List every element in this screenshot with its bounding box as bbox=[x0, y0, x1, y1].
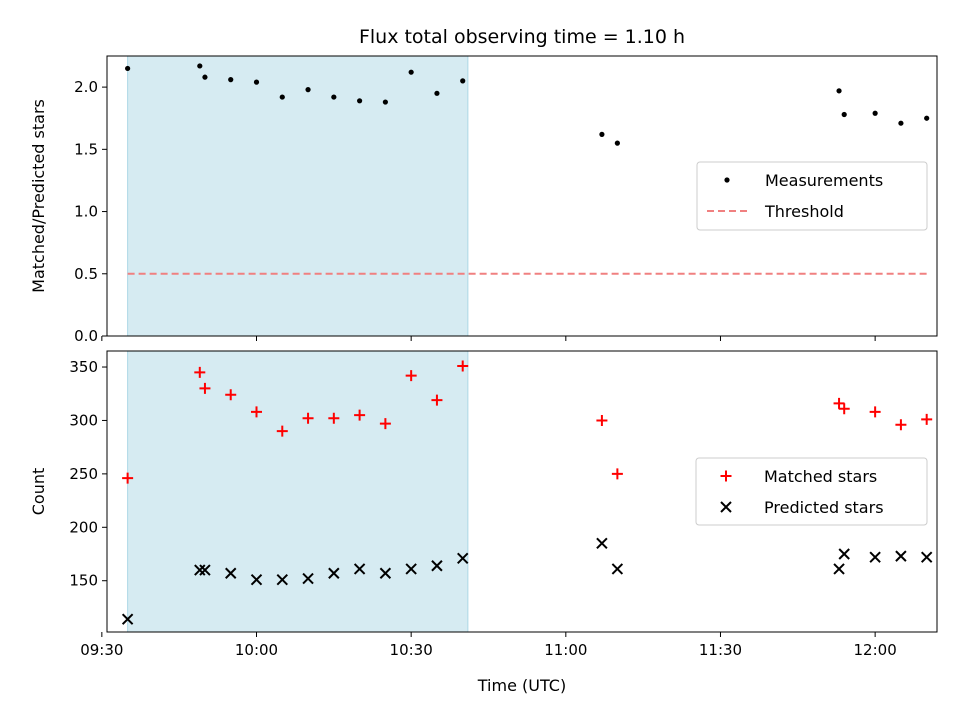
y-tick-label: 1.5 bbox=[74, 140, 98, 158]
predicted-stars-point-2 bbox=[199, 564, 211, 576]
measurements-point-19 bbox=[924, 115, 930, 121]
measurements-point-13 bbox=[599, 131, 605, 137]
matched-stars-point-10 bbox=[405, 370, 417, 382]
measurements-point-3 bbox=[228, 77, 234, 83]
matched-stars-point-18 bbox=[895, 419, 907, 431]
legend-measurements-label: Measurements bbox=[765, 171, 883, 190]
matched-stars-point-14 bbox=[611, 468, 623, 480]
measurements-point-17 bbox=[872, 110, 878, 116]
matched-stars-point-16 bbox=[838, 403, 850, 415]
matched-stars-point-6 bbox=[302, 412, 314, 424]
matched-stars-point-19 bbox=[921, 413, 933, 425]
legend-box bbox=[695, 457, 928, 526]
measurements-point-15 bbox=[836, 88, 842, 94]
y-tick-label: 2.0 bbox=[74, 78, 98, 96]
figure-title: Flux total observing time = 1.10 h bbox=[359, 26, 685, 48]
legend-measurements-swatch bbox=[724, 177, 730, 183]
legend-matched-stars-swatch bbox=[720, 470, 732, 482]
x-axis-label: Time (UTC) bbox=[477, 676, 566, 695]
matched-stars-point-0 bbox=[122, 472, 134, 484]
measurements-point-18 bbox=[898, 120, 904, 126]
shaded-region bbox=[127, 55, 469, 337]
matched-stars-point-3 bbox=[225, 389, 237, 401]
axes-frame bbox=[106, 55, 938, 337]
shaded-region bbox=[127, 350, 469, 633]
measurements-point-2 bbox=[202, 74, 208, 80]
predicted-stars-point-14 bbox=[611, 563, 624, 575]
x-tick-label: 10:00 bbox=[235, 641, 278, 659]
predicted-stars-point-10 bbox=[405, 563, 417, 575]
legend-threshold-label: Threshold bbox=[764, 202, 844, 221]
measurements-point-8 bbox=[357, 98, 363, 104]
predicted-stars-point-0 bbox=[121, 613, 134, 625]
measurements-point-16 bbox=[841, 111, 847, 118]
matched-stars-point-15 bbox=[833, 397, 845, 409]
predicted-stars-point-12 bbox=[457, 552, 469, 564]
predicted-stars-point-19 bbox=[920, 551, 933, 563]
y-tick-label: 150 bbox=[69, 572, 98, 590]
predicted-stars-point-13 bbox=[596, 537, 608, 550]
matched-stars-point-13 bbox=[596, 414, 608, 426]
legend-predicted-stars-swatch bbox=[720, 501, 732, 513]
axes-frame bbox=[106, 350, 938, 633]
matched-stars-point-4 bbox=[251, 406, 263, 418]
predicted-stars-point-9 bbox=[379, 567, 392, 579]
predicted-stars-point-17 bbox=[869, 551, 881, 563]
predicted-stars-point-11 bbox=[431, 560, 443, 572]
predicted-stars-point-5 bbox=[276, 573, 288, 586]
measurements-point-4 bbox=[253, 79, 260, 85]
measurements-point-14 bbox=[614, 140, 620, 146]
y-tick-label: 350 bbox=[69, 358, 98, 376]
predicted-stars-point-1 bbox=[194, 564, 206, 576]
matched-stars-point-17 bbox=[869, 406, 881, 418]
measurements-point-0 bbox=[125, 65, 131, 72]
legend-matched-stars-label: Matched stars bbox=[764, 467, 877, 486]
y-axis-label: Matched/Predicted stars bbox=[29, 99, 48, 293]
measurements-point-9 bbox=[382, 99, 388, 105]
matched-stars-point-12 bbox=[457, 360, 469, 372]
bottom-panel: 150 200 250 300 350 09:30 10:00 10:30 11:00 11:30… bbox=[29, 350, 938, 695]
matched-stars-point-2 bbox=[199, 382, 211, 394]
x-tick-label: 11:00 bbox=[544, 641, 587, 659]
predicted-stars-point-15 bbox=[833, 563, 845, 575]
matched-stars-point-8 bbox=[354, 409, 366, 421]
y-tick-label: 300 bbox=[69, 411, 98, 429]
predicted-stars-point-7 bbox=[328, 567, 340, 579]
y-tick-label: 200 bbox=[69, 518, 98, 536]
matched-stars-point-9 bbox=[379, 418, 391, 430]
matched-stars-point-5 bbox=[276, 425, 288, 437]
matched-stars-point-1 bbox=[194, 366, 206, 378]
predicted-stars-point-6 bbox=[302, 572, 314, 585]
predicted-stars-point-18 bbox=[895, 550, 907, 562]
x-tick-label: 12:00 bbox=[854, 641, 897, 659]
x-tick-label: 11:30 bbox=[699, 641, 742, 659]
measurements-point-6 bbox=[305, 87, 311, 93]
measurements-point-7 bbox=[331, 94, 337, 100]
legend-predicted-stars-label: Predicted stars bbox=[764, 498, 884, 517]
predicted-stars-point-3 bbox=[225, 567, 237, 579]
x-tick-label: 09:30 bbox=[80, 641, 123, 659]
predicted-stars-point-4 bbox=[250, 573, 263, 586]
measurements-point-11 bbox=[434, 90, 440, 96]
legend-box bbox=[696, 161, 928, 231]
y-tick-label: 0.5 bbox=[74, 265, 98, 283]
y-tick-label: 1.0 bbox=[74, 203, 98, 221]
measurements-point-1 bbox=[197, 63, 203, 69]
top-panel: 0.0 0.5 1.0 1.5 2.0 Matched/Predicted stars Me… bbox=[29, 55, 938, 345]
x-tick-label: 10:30 bbox=[390, 641, 433, 659]
y-axis-label: Count bbox=[29, 468, 48, 516]
matched-stars-point-11 bbox=[431, 394, 443, 406]
matched-stars-point-7 bbox=[328, 412, 340, 424]
measurements-point-5 bbox=[279, 94, 285, 100]
measurements-point-10 bbox=[408, 69, 414, 75]
y-tick-label: 0.0 bbox=[74, 327, 98, 345]
measurements-point-12 bbox=[460, 78, 466, 84]
predicted-stars-point-8 bbox=[353, 563, 366, 575]
y-tick-label: 250 bbox=[69, 465, 98, 483]
predicted-stars-point-16 bbox=[838, 548, 850, 560]
